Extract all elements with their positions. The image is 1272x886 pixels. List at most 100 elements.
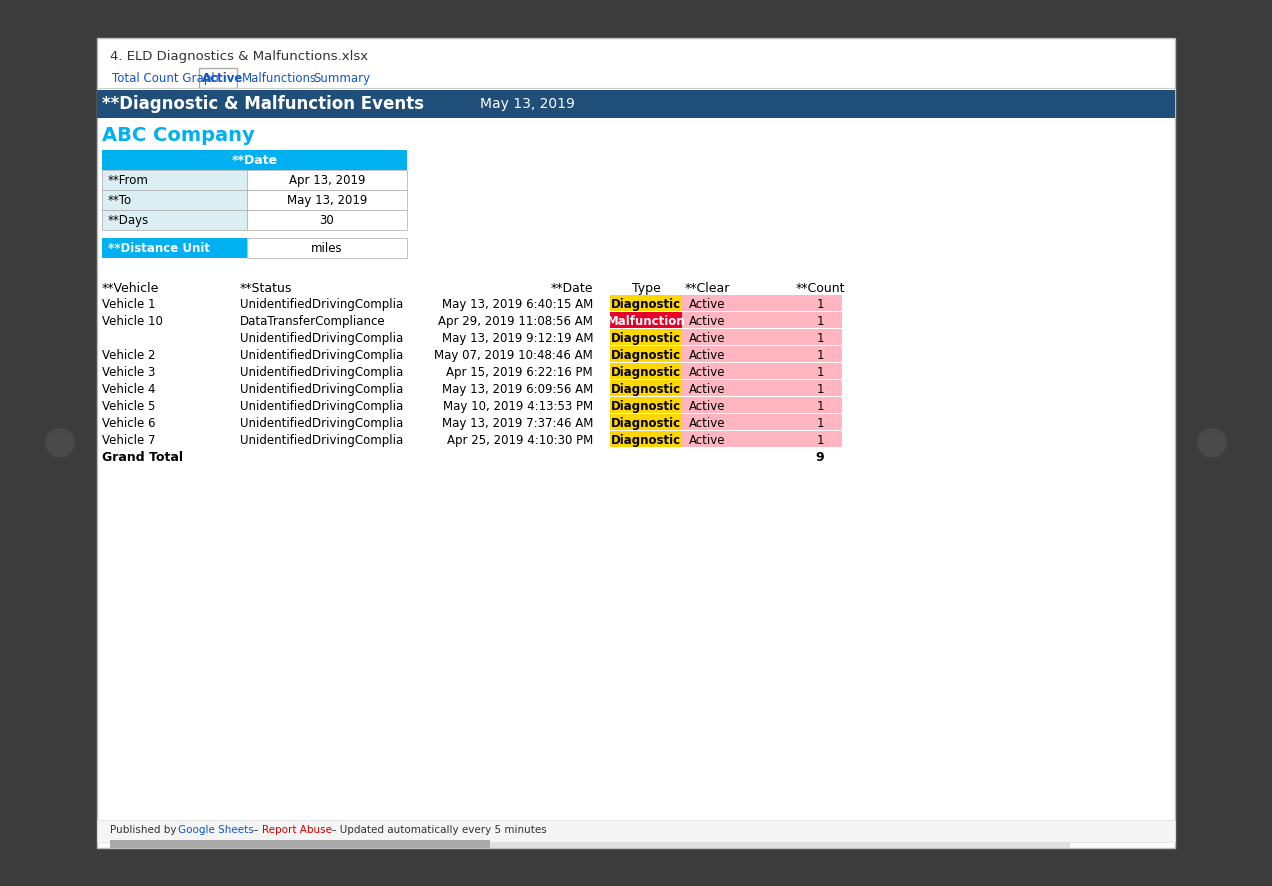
Text: Summary: Summary <box>313 72 370 85</box>
Text: 1: 1 <box>817 434 824 447</box>
Bar <box>682 414 842 430</box>
Text: Active: Active <box>688 383 725 396</box>
Text: **Date: **Date <box>232 154 277 167</box>
Bar <box>611 397 682 413</box>
Text: **Distance Unit: **Distance Unit <box>108 242 210 255</box>
Text: Diagnostic: Diagnostic <box>611 298 681 311</box>
Text: 1: 1 <box>817 400 824 413</box>
Text: May 13, 2019 9:12:19 AM: May 13, 2019 9:12:19 AM <box>441 332 593 345</box>
Text: Active: Active <box>688 315 725 328</box>
Bar <box>611 346 682 362</box>
Text: ABC Company: ABC Company <box>102 126 254 145</box>
Bar <box>109 840 1070 848</box>
Text: 1: 1 <box>817 349 824 362</box>
Text: Vehicle 10: Vehicle 10 <box>102 315 163 328</box>
Bar <box>682 363 842 379</box>
Text: **From: **From <box>108 174 149 187</box>
Text: **Days: **Days <box>108 214 149 227</box>
Text: UnidentifiedDrivingComplia: UnidentifiedDrivingComplia <box>240 298 403 311</box>
Text: Malfunctions: Malfunctions <box>242 72 317 85</box>
Text: **Clear: **Clear <box>684 282 730 295</box>
Text: Vehicle 5: Vehicle 5 <box>102 400 155 413</box>
Text: **Vehicle: **Vehicle <box>102 282 159 295</box>
Bar <box>682 295 842 311</box>
Text: Vehicle 4: Vehicle 4 <box>102 383 155 396</box>
Text: May 13, 2019: May 13, 2019 <box>286 194 368 207</box>
Text: Published by: Published by <box>109 825 179 835</box>
Text: UnidentifiedDrivingComplia: UnidentifiedDrivingComplia <box>240 366 403 379</box>
Text: Diagnostic: Diagnostic <box>611 349 681 362</box>
Text: May 13, 2019 6:40:15 AM: May 13, 2019 6:40:15 AM <box>441 298 593 311</box>
Bar <box>247 170 407 190</box>
Text: UnidentifiedDrivingComplia: UnidentifiedDrivingComplia <box>240 434 403 447</box>
Bar <box>682 431 842 447</box>
Text: May 13, 2019: May 13, 2019 <box>480 97 575 111</box>
Text: Vehicle 6: Vehicle 6 <box>102 417 155 430</box>
Text: – Updated automatically every 5 minutes: – Updated automatically every 5 minutes <box>328 825 547 835</box>
Text: **Count: **Count <box>795 282 845 295</box>
Text: May 13, 2019 6:09:56 AM: May 13, 2019 6:09:56 AM <box>441 383 593 396</box>
Text: Diagnostic: Diagnostic <box>611 366 681 379</box>
Bar <box>247 210 407 230</box>
Text: Apr 29, 2019 11:08:56 AM: Apr 29, 2019 11:08:56 AM <box>438 315 593 328</box>
Bar <box>611 431 682 447</box>
Text: Vehicle 1: Vehicle 1 <box>102 298 155 311</box>
Bar <box>247 238 407 258</box>
Text: Apr 13, 2019: Apr 13, 2019 <box>289 174 365 187</box>
Bar <box>198 68 237 88</box>
Text: **Date: **Date <box>551 282 593 295</box>
Text: 4. ELD Diagnostics & Malfunctions.xlsx: 4. ELD Diagnostics & Malfunctions.xlsx <box>109 50 368 63</box>
Text: 9: 9 <box>815 451 824 464</box>
Text: Diagnostic: Diagnostic <box>611 400 681 413</box>
Text: Apr 15, 2019 6:22:16 PM: Apr 15, 2019 6:22:16 PM <box>446 366 593 379</box>
Text: Active: Active <box>688 434 725 447</box>
Bar <box>682 380 842 396</box>
Text: May 10, 2019 4:13:53 PM: May 10, 2019 4:13:53 PM <box>443 400 593 413</box>
Bar <box>102 170 247 190</box>
Text: UnidentifiedDrivingComplia: UnidentifiedDrivingComplia <box>240 332 403 345</box>
Text: UnidentifiedDrivingComplia: UnidentifiedDrivingComplia <box>240 417 403 430</box>
Text: **Status: **Status <box>240 282 293 295</box>
Text: 1: 1 <box>817 417 824 430</box>
Bar <box>102 150 407 170</box>
Text: DataTransferCompliance: DataTransferCompliance <box>240 315 385 328</box>
Text: Vehicle 2: Vehicle 2 <box>102 349 155 362</box>
Text: UnidentifiedDrivingComplia: UnidentifiedDrivingComplia <box>240 349 403 362</box>
Text: Diagnostic: Diagnostic <box>611 383 681 396</box>
Text: Diagnostic: Diagnostic <box>611 434 681 447</box>
Bar <box>109 840 490 848</box>
Text: May 13, 2019 7:37:46 AM: May 13, 2019 7:37:46 AM <box>441 417 593 430</box>
Text: Active: Active <box>202 72 243 85</box>
Text: 30: 30 <box>319 214 335 227</box>
Text: Diagnostic: Diagnostic <box>611 332 681 345</box>
Text: Report Abuse: Report Abuse <box>262 825 332 835</box>
Bar <box>682 346 842 362</box>
Text: UnidentifiedDrivingComplia: UnidentifiedDrivingComplia <box>240 383 403 396</box>
Bar <box>102 190 247 210</box>
Circle shape <box>1198 429 1226 457</box>
Text: 1: 1 <box>817 332 824 345</box>
Text: Active: Active <box>688 366 725 379</box>
Text: Active: Active <box>688 400 725 413</box>
Text: Active: Active <box>688 298 725 311</box>
Bar <box>682 329 842 345</box>
Bar <box>682 397 842 413</box>
Text: Active: Active <box>688 349 725 362</box>
Bar <box>102 210 247 230</box>
Text: **Diagnostic & Malfunction Events: **Diagnostic & Malfunction Events <box>102 95 424 113</box>
Text: Malfunction: Malfunction <box>607 315 686 328</box>
Bar <box>611 312 682 328</box>
Text: 1: 1 <box>817 298 824 311</box>
Text: 1: 1 <box>817 315 824 328</box>
Text: Apr 25, 2019 4:10:30 PM: Apr 25, 2019 4:10:30 PM <box>446 434 593 447</box>
Bar <box>97 90 1175 118</box>
Text: 1: 1 <box>817 383 824 396</box>
Text: 1: 1 <box>817 366 824 379</box>
Text: Total Count Graph: Total Count Graph <box>112 72 219 85</box>
Text: Type: Type <box>632 282 660 295</box>
Bar <box>611 329 682 345</box>
Circle shape <box>46 429 74 457</box>
Text: Active: Active <box>688 417 725 430</box>
Bar <box>611 414 682 430</box>
Text: May 07, 2019 10:48:46 AM: May 07, 2019 10:48:46 AM <box>434 349 593 362</box>
